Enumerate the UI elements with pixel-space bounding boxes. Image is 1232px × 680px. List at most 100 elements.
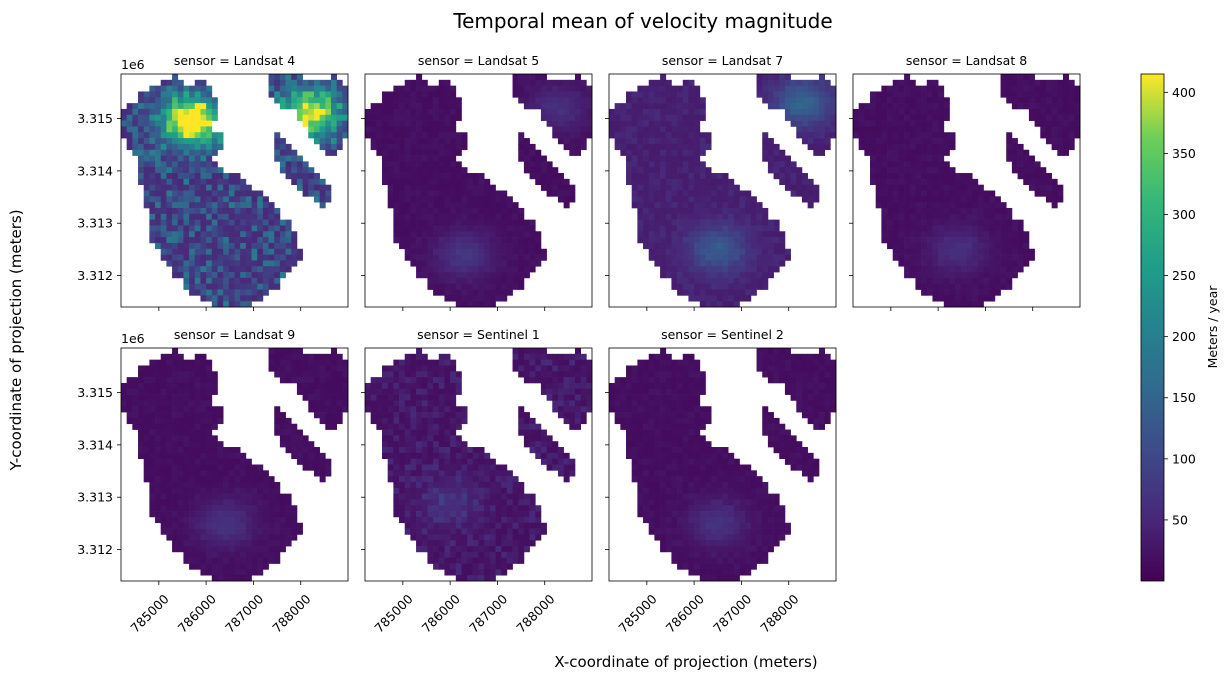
- heatmap-cell: [671, 202, 678, 209]
- heatmap-cell: [801, 178, 808, 186]
- heatmap-cell: [501, 202, 508, 209]
- heatmap-cell: [138, 388, 145, 395]
- heatmap-cell: [433, 394, 440, 401]
- heatmap-cell: [285, 85, 292, 92]
- heatmap-cell: [285, 522, 292, 529]
- heatmap-cell: [240, 528, 247, 535]
- heatmap-cell: [949, 248, 956, 255]
- heatmap-cell: [279, 429, 286, 436]
- heatmap-cell: [410, 417, 417, 425]
- heatmap-cell: [200, 272, 207, 279]
- heatmap-cell: [450, 91, 457, 98]
- heatmap-cell: [677, 173, 684, 180]
- heatmap-cell: [518, 74, 525, 81]
- heatmap-cell: [251, 569, 258, 576]
- heatmap-cell: [949, 138, 956, 145]
- heatmap-cell: [688, 79, 695, 86]
- heatmap-cell: [1034, 120, 1041, 127]
- heatmap-cell: [240, 464, 247, 471]
- heatmap-cell: [438, 423, 445, 430]
- heatmap-cell: [228, 202, 235, 209]
- heatmap-cell: [1034, 184, 1041, 191]
- heatmap-cell: [223, 528, 230, 535]
- heatmap-cell: [285, 74, 292, 81]
- heatmap-cell: [319, 97, 326, 104]
- heatmap-cell: [501, 196, 508, 203]
- heatmap-cell: [404, 132, 411, 139]
- heatmap-cell: [387, 388, 394, 395]
- heatmap-cell: [580, 132, 587, 139]
- heatmap-cell: [574, 417, 581, 425]
- heatmap-cell: [274, 493, 281, 500]
- heatmap-cell: [155, 359, 162, 366]
- heatmap-cell: [745, 213, 752, 220]
- heatmap-cell: [671, 108, 678, 116]
- heatmap-cell: [404, 97, 411, 104]
- heatmap-cell: [444, 132, 451, 139]
- heatmap-cell: [433, 173, 440, 180]
- heatmap-cell: [643, 91, 650, 98]
- heatmap-cell: [489, 207, 496, 215]
- heatmap-cell: [325, 371, 332, 378]
- heatmap-cell: [416, 248, 423, 255]
- heatmap-cell: [932, 167, 939, 174]
- heatmap-cell: [211, 254, 218, 261]
- heatmap-cell: [160, 499, 167, 506]
- heatmap-cell: [240, 295, 247, 302]
- heatmap-cell: [313, 85, 320, 92]
- heatmap-cell: [682, 190, 689, 197]
- heatmap-cell: [813, 103, 820, 110]
- heatmap-cell: [818, 97, 825, 104]
- heatmap-cell: [705, 225, 712, 232]
- heatmap-cell: [563, 143, 570, 151]
- heatmap-cell: [518, 272, 525, 279]
- heatmap-cell: [569, 371, 576, 378]
- heatmap-cell: [166, 103, 173, 110]
- heatmap-cell: [807, 143, 814, 151]
- heatmap-cell: [126, 377, 133, 384]
- heatmap-cell: [211, 511, 218, 518]
- heatmap-cell: [330, 359, 337, 366]
- heatmap-cell: [523, 353, 530, 360]
- heatmap-cell: [336, 371, 343, 378]
- heatmap-cell: [484, 184, 491, 191]
- heatmap-cell: [546, 382, 553, 390]
- heatmap-cell: [660, 74, 667, 81]
- heatmap-cell: [864, 132, 871, 139]
- heatmap-cell: [921, 283, 928, 290]
- heatmap-cell: [302, 79, 309, 86]
- heatmap-cell: [1034, 85, 1041, 92]
- heatmap-cell: [194, 97, 201, 104]
- heatmap-cell: [677, 184, 684, 191]
- heatmap-cell: [943, 167, 950, 174]
- heatmap-cell: [245, 295, 252, 302]
- heatmap-cell: [750, 277, 757, 285]
- heatmap-cell: [563, 91, 570, 98]
- heatmap-cell: [557, 447, 564, 454]
- heatmap-cell: [705, 266, 712, 273]
- heatmap-cell: [756, 277, 763, 285]
- heatmap-cell: [921, 202, 928, 209]
- heatmap-cell: [234, 207, 241, 215]
- heatmap-cell: [262, 551, 269, 559]
- heatmap-cell: [183, 528, 190, 535]
- heatmap-cell: [711, 248, 718, 255]
- heatmap-cell: [756, 272, 763, 279]
- heatmap-cell: [694, 108, 701, 116]
- heatmap-cell: [898, 254, 905, 261]
- heatmap-cell: [296, 371, 303, 378]
- heatmap-cell: [279, 499, 286, 506]
- heatmap-cell: [421, 178, 428, 186]
- heatmap-cell: [416, 406, 423, 413]
- heatmap-cell: [416, 423, 423, 430]
- heatmap-cell: [904, 132, 911, 139]
- heatmap-cell: [943, 103, 950, 110]
- heatmap-cell: [523, 266, 530, 273]
- panel-title: sensor = Landsat 4: [174, 53, 295, 68]
- x-tick-label: 785000: [127, 591, 171, 635]
- heatmap-cell: [387, 138, 394, 145]
- heatmap-cell: [614, 132, 621, 139]
- heatmap-cell: [943, 161, 950, 168]
- heatmap-cell: [200, 248, 207, 255]
- heatmap-cell: [228, 219, 235, 226]
